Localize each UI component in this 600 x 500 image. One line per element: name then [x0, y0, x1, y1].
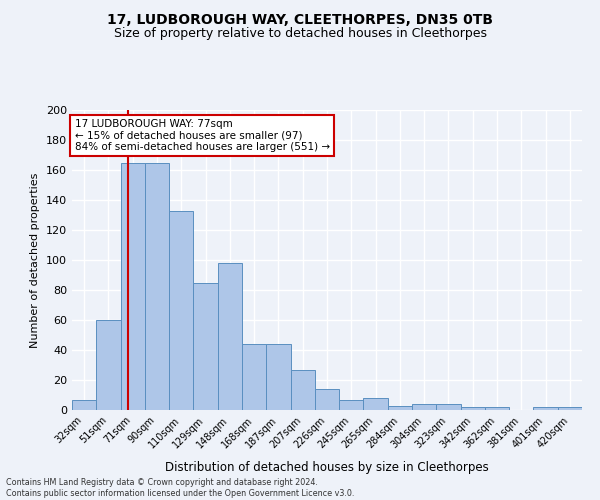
- Bar: [290, 370, 315, 410]
- Bar: [266, 344, 290, 410]
- Text: Size of property relative to detached houses in Cleethorpes: Size of property relative to detached ho…: [113, 28, 487, 40]
- Bar: [72, 400, 96, 410]
- Bar: [364, 398, 388, 410]
- Bar: [558, 407, 582, 410]
- Bar: [485, 407, 509, 410]
- Bar: [436, 404, 461, 410]
- Bar: [412, 404, 436, 410]
- Bar: [461, 407, 485, 410]
- Bar: [315, 389, 339, 410]
- Text: 17 LUDBOROUGH WAY: 77sqm
← 15% of detached houses are smaller (97)
84% of semi-d: 17 LUDBOROUGH WAY: 77sqm ← 15% of detach…: [74, 119, 329, 152]
- Bar: [242, 344, 266, 410]
- Bar: [533, 407, 558, 410]
- Bar: [339, 400, 364, 410]
- Bar: [169, 210, 193, 410]
- Bar: [145, 162, 169, 410]
- Bar: [96, 320, 121, 410]
- Bar: [193, 282, 218, 410]
- Text: 17, LUDBOROUGH WAY, CLEETHORPES, DN35 0TB: 17, LUDBOROUGH WAY, CLEETHORPES, DN35 0T…: [107, 12, 493, 26]
- Bar: [388, 406, 412, 410]
- Y-axis label: Number of detached properties: Number of detached properties: [31, 172, 40, 348]
- Bar: [121, 162, 145, 410]
- X-axis label: Distribution of detached houses by size in Cleethorpes: Distribution of detached houses by size …: [165, 461, 489, 474]
- Text: Contains HM Land Registry data © Crown copyright and database right 2024.
Contai: Contains HM Land Registry data © Crown c…: [6, 478, 355, 498]
- Bar: [218, 263, 242, 410]
